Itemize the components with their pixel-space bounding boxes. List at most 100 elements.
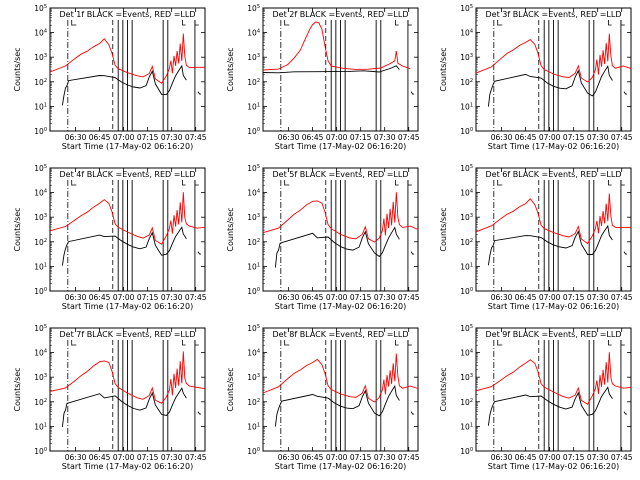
x-tick-label: 06:45 [302,133,324,142]
panel-title: Det 8f BLACK =Events, RED =LLD [272,330,408,339]
y-tick-label: 105 [460,324,473,333]
y-tick-label: 100 [247,287,260,296]
segment-bracket [497,180,503,186]
y-axis-label: Counts/sec [13,47,22,91]
y-axis-label: Counts/sec [439,207,448,251]
y-tick-label: 105 [34,164,47,173]
segment-bracket [407,340,412,346]
segment-bracket [620,20,625,26]
x-tick-label: 07:15 [137,293,159,302]
x-tick-label: 07:00 [539,453,561,462]
x-tick-label: 07:45 [398,133,420,142]
segment-bracket [407,180,412,186]
segment-bracket [497,340,503,346]
segment-bracket [284,180,290,186]
segment-bracket [194,180,199,186]
segment-bracket [182,20,186,26]
events-series-line [487,386,613,426]
y-tick-label: 104 [34,29,47,38]
segment-bracket [395,20,399,26]
panel-4: Det 4f BLACK =Events, RED =LLD 100 101 102 1… [13,164,207,311]
lld-series-line [262,353,419,403]
y-axis-label: Counts/sec [439,47,448,91]
lld-series-line [475,193,632,245]
segment-bracket [71,340,77,346]
y-tick-label: 101 [247,102,260,111]
lld-series-line [262,192,419,243]
y-tick-label: 104 [34,349,47,358]
y-axis-label: Counts/sec [439,367,448,411]
events-series-line [197,251,202,255]
panel-3: Det 3f BLACK =Events, RED =LLD 100 101 102 1… [439,4,633,151]
panel-title: Det 6f BLACK =Events, RED =LLD [485,170,621,179]
events-series-line [410,411,415,415]
x-tick-label: 07:15 [137,453,159,462]
x-axis-label: Start Time (17-May-02 06:16:20) [275,462,406,471]
segment-bracket [182,180,186,186]
y-tick-label: 103 [34,213,47,222]
panel-title: Det 9f BLACK =Events, RED =LLD [485,330,621,339]
lld-series-line [49,192,206,245]
x-tick-label: 07:00 [539,133,561,142]
events-series-line [274,226,400,268]
y-tick-label: 103 [34,373,47,382]
events-series-line [487,64,613,107]
y-tick-label: 100 [34,287,47,296]
x-tick-label: 06:45 [89,133,111,142]
y-tick-label: 104 [460,189,473,198]
segment-bracket [194,340,199,346]
panel-title: Det 4f BLACK =Events, RED =LLD [59,170,195,179]
x-tick-label: 07:00 [326,293,348,302]
x-axis-label: Start Time (17-May-02 06:16:20) [62,462,193,471]
y-tick-label: 103 [460,53,473,62]
segment-bracket [71,20,77,26]
panel-2: Det 2f BLACK =Events, RED =LLD 100 101 102 1… [226,4,420,151]
y-tick-label: 102 [460,398,473,407]
y-tick-label: 104 [247,29,260,38]
y-tick-label: 102 [247,398,260,407]
x-tick-label: 07:00 [326,453,348,462]
x-tick-label: 07:00 [113,453,135,462]
lld-series-line [475,33,632,83]
x-tick-label: 07:00 [113,293,135,302]
x-tick-label: 07:45 [611,133,633,142]
segment-bracket [284,20,290,26]
x-tick-label: 06:45 [89,453,111,462]
x-tick-label: 06:30 [278,453,300,462]
x-tick-label: 07:45 [398,293,420,302]
panel-5: Det 5f BLACK =Events, RED =LLD 100 101 102 1… [226,164,420,311]
x-tick-label: 07:00 [326,133,348,142]
y-tick-label: 101 [34,422,47,431]
segment-bracket [620,180,625,186]
x-tick-label: 07:30 [587,133,609,142]
x-tick-label: 06:45 [515,133,537,142]
panel-title: Det 1f BLACK =Events, RED =LLD [59,10,195,19]
x-axis-label: Start Time (17-May-02 06:16:20) [488,142,619,151]
events-series-line [623,91,628,95]
x-tick-label: 06:45 [302,293,324,302]
x-tick-label: 07:30 [374,453,396,462]
panel-8: Det 8f BLACK =Events, RED =LLD 100 101 102 1… [226,324,420,471]
y-tick-label: 102 [34,398,47,407]
y-axis-label: Counts/sec [226,47,235,91]
x-tick-label: 06:45 [302,453,324,462]
x-tick-label: 07:15 [137,133,159,142]
segment-bracket [620,340,625,346]
y-tick-label: 104 [460,349,473,358]
x-axis-label: Start Time (17-May-02 06:16:20) [62,302,193,311]
y-tick-label: 103 [460,373,473,382]
x-tick-label: 07:45 [398,453,420,462]
lld-series-line [49,33,205,84]
lld-series-line [262,21,411,71]
y-tick-label: 104 [247,349,260,358]
x-tick-label: 06:30 [65,133,87,142]
segment-bracket [395,180,399,186]
events-series-line [410,91,415,95]
x-tick-label: 06:45 [89,293,111,302]
y-tick-label: 100 [34,127,47,136]
y-tick-label: 102 [247,238,260,247]
x-tick-label: 07:15 [563,293,585,302]
panel-title: Det 7f BLACK =Events, RED =LLD [59,330,195,339]
x-tick-label: 06:30 [491,453,513,462]
y-axis-label: Counts/sec [226,207,235,251]
